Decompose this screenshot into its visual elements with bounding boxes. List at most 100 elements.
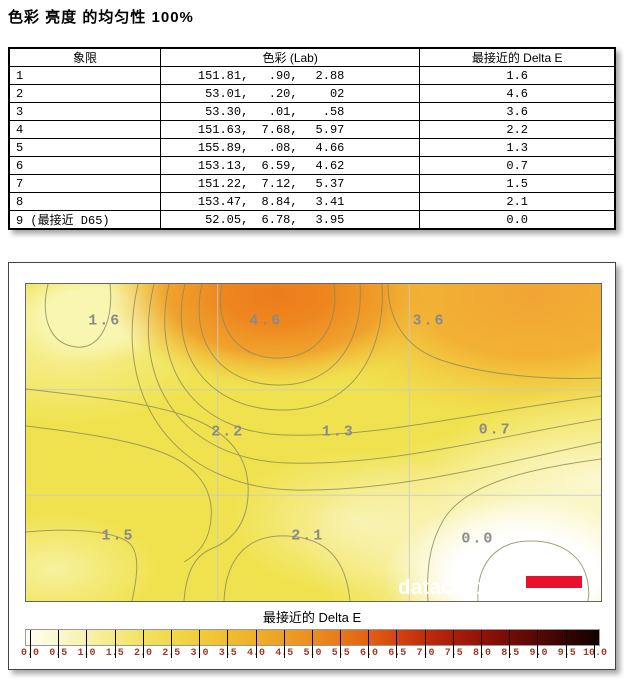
page-title: 色彩 亮度 的均匀性 100% <box>8 9 194 26</box>
scale-tick-label: 10.0 <box>583 648 608 659</box>
scale-tick-label: 0.0 <box>21 648 40 659</box>
contour-value-label: 2.1 <box>291 527 325 545</box>
scale-tick-label: 6.5 <box>388 648 407 659</box>
lab-values: 151.63, 7.68, 5.97 <box>167 123 413 137</box>
lab-l-value: 53.01, <box>205 86 249 101</box>
delta-e-cell: 3.6 <box>419 102 616 121</box>
lab-cell: 151.81, .90, 2.88 <box>159 66 421 85</box>
lab-b-value: 3.95 <box>315 212 345 227</box>
delta-e-cell: 2.2 <box>419 120 616 139</box>
contour-value-label: 3.6 <box>412 312 446 330</box>
scale-tick-label: 0.5 <box>49 648 68 659</box>
table-header-row: 象限 色彩 (Lab) 最接近的 Delta E <box>8 47 616 67</box>
table-row: 9 (最接近 D65) 52.05, 6.78, 3.95 0.0 <box>8 210 616 230</box>
lab-a-value: 6.78, <box>261 212 298 227</box>
lab-a-value: .20, <box>268 86 298 101</box>
lab-l-value: 151.22, <box>197 176 249 191</box>
table-row: 4 151.63, 7.68, 5.97 2.2 <box>8 120 616 139</box>
lab-l-value: 52.05, <box>205 212 249 227</box>
lab-b-value: .58 <box>322 104 345 119</box>
scale-tick-label: 1.0 <box>77 648 96 659</box>
header-lab: 色彩 (Lab) <box>159 47 421 67</box>
lab-b-value: 5.97 <box>315 122 345 137</box>
table-row: 6 153.13, 6.59, 4.62 0.7 <box>8 156 616 175</box>
table-row: 8 153.47, 8.84, 3.41 2.1 <box>8 192 616 211</box>
delta-e-cell: 4.6 <box>419 84 616 103</box>
quadrant-grid <box>26 284 601 601</box>
lab-a-value: 7.12, <box>261 176 298 191</box>
lab-values: 153.47, 8.84, 3.41 <box>167 195 413 209</box>
scale-tick-label: 6.0 <box>360 648 379 659</box>
lab-b-value: 2.88 <box>315 68 345 83</box>
contour-lines <box>26 284 601 601</box>
datacolor-logo-red-bar <box>526 576 582 588</box>
scale-tick-label: 1.5 <box>105 648 124 659</box>
lab-values: 153.13, 6.59, 4.62 <box>167 159 413 173</box>
scale-tick-label: 8.0 <box>473 648 492 659</box>
datacolor-watermark: datacolor <box>398 576 493 599</box>
lab-values: 151.81, .90, 2.88 <box>167 69 413 83</box>
quadrant-cell: 8 <box>8 192 161 211</box>
scale-gradient-bar <box>25 629 600 646</box>
scale-tick-label: 2.5 <box>162 648 181 659</box>
quadrant-cell: 7 <box>8 174 161 193</box>
lab-values: 155.89, .08, 4.66 <box>167 141 413 155</box>
lab-cell: 52.05, 6.78, 3.95 <box>159 210 421 230</box>
quadrant-cell: 3 <box>8 102 161 121</box>
scale-tick-label: 7.0 <box>416 648 435 659</box>
delta-e-cell: 1.6 <box>419 66 616 85</box>
lab-b-value: 5.37 <box>315 176 345 191</box>
scale-tick-label: 3.5 <box>218 648 237 659</box>
lab-cell: 151.22, 7.12, 5.37 <box>159 174 421 193</box>
scale-tick-label: 2.0 <box>134 648 153 659</box>
table-row: 3 53.30, .01, .58 3.6 <box>8 102 616 121</box>
scale-tick-label: 8.5 <box>501 648 520 659</box>
contour-value-label: 4.6 <box>249 312 283 330</box>
lab-cell: 53.30, .01, .58 <box>159 102 421 121</box>
delta-e-cell: 2.1 <box>419 192 616 211</box>
table-row: 5 155.89, .08, 4.66 1.3 <box>8 138 616 157</box>
delta-e-cell: 0.7 <box>419 156 616 175</box>
lab-cell: 153.13, 6.59, 4.62 <box>159 156 421 175</box>
lab-l-value: 151.63, <box>197 122 249 137</box>
quadrant-cell: 6 <box>8 156 161 175</box>
lab-a-value: .01, <box>268 104 298 119</box>
lab-cell: 53.01, .20, 02 <box>159 84 421 103</box>
lab-l-value: 151.81, <box>197 68 249 83</box>
lab-a-value: .08, <box>268 140 298 155</box>
lab-a-value: 6.59, <box>261 158 298 173</box>
lab-values: 151.22, 7.12, 5.37 <box>167 177 413 191</box>
lab-cell: 153.47, 8.84, 3.41 <box>159 192 421 211</box>
lab-cell: 155.89, .08, 4.66 <box>159 138 421 157</box>
lab-values: 52.05, 6.78, 3.95 <box>167 213 413 227</box>
lab-b-value: 4.62 <box>315 158 345 173</box>
quadrant-cell: 5 <box>8 138 161 157</box>
table-row: 1 151.81, .90, 2.88 1.6 <box>8 66 616 85</box>
lab-b-value: 3.41 <box>315 194 345 209</box>
contour-value-label: 1.3 <box>321 423 355 441</box>
contour-value-label: 0.0 <box>461 530 495 548</box>
contour-value-label: 1.6 <box>88 312 122 330</box>
scale-tick-label: 4.5 <box>275 648 294 659</box>
lab-l-value: 155.89, <box>197 140 249 155</box>
lab-l-value: 153.13, <box>197 158 249 173</box>
lab-l-value: 53.30, <box>205 104 249 119</box>
table-row: 7 151.22, 7.12, 5.37 1.5 <box>8 174 616 193</box>
delta-e-scale-section: 最接近的 Delta E 0.0 0.5 1.0 1.5 2.0 2.5 3.0 3.5 4.0… <box>15 607 609 659</box>
delta-e-cell: 1.3 <box>419 138 616 157</box>
header-quadrant: 象限 <box>8 47 161 67</box>
quadrant-cell: 9 (最接近 D65) <box>8 210 161 230</box>
lab-values: 53.30, .01, .58 <box>167 105 413 119</box>
scale-tick-labels: 0.0 0.5 1.0 1.5 2.0 2.5 3.0 3.5 4.0 4.5 5.0 5.5 6.0 6… <box>21 646 607 659</box>
lab-values: 53.01, .20, 02 <box>167 87 413 101</box>
contour-value-label: 2.2 <box>211 423 245 441</box>
uniformity-table: 象限 色彩 (Lab) 最接近的 Delta E 1 151.81, .90, 2.… <box>8 47 616 230</box>
lab-a-value: 8.84, <box>261 194 298 209</box>
scale-tick-label: 5.0 <box>303 648 322 659</box>
contour-value-label: 0.7 <box>478 421 512 439</box>
lab-cell: 151.63, 7.68, 5.97 <box>159 120 421 139</box>
scalebar-wrap: 0.0 0.5 1.0 1.5 2.0 2.5 3.0 3.5 4.0 4.5 5.0 5.5 6.0 6… <box>21 629 607 659</box>
lab-l-value: 153.47, <box>197 194 249 209</box>
contour-plot: datacolor 1.6 4.6 3.6 2.2 1.3 0.7 1.5 2.1 0.0 <box>25 283 602 602</box>
